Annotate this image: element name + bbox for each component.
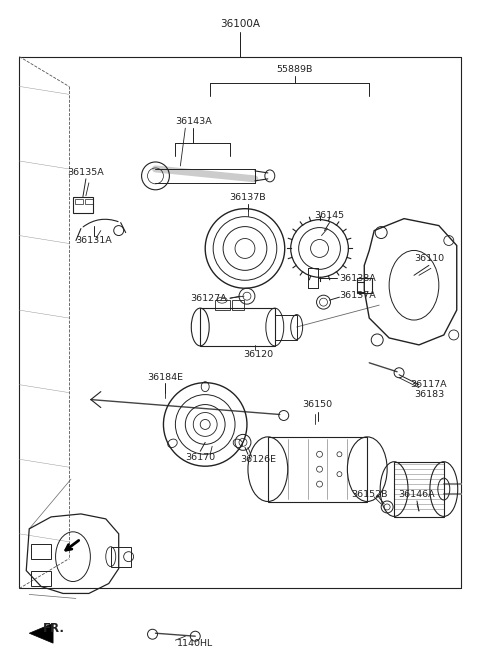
Text: 36117A: 36117A [410,380,447,389]
Text: 36131A: 36131A [75,236,112,245]
Text: 36146A: 36146A [399,489,435,499]
Text: 36126E: 36126E [240,455,276,464]
Text: 36127A: 36127A [190,294,227,302]
Text: 36170: 36170 [185,453,216,462]
Text: 36145: 36145 [314,211,345,220]
Text: 1140HL: 1140HL [177,639,214,647]
Text: FR.: FR. [43,622,65,635]
Text: 36137A: 36137A [339,291,376,300]
Text: 55889B: 55889B [276,65,313,74]
Bar [85,199,93,204]
Bar [75,199,83,204]
Polygon shape [29,623,53,643]
Text: 36150: 36150 [302,400,333,409]
Text: 36183: 36183 [414,390,444,399]
Bar [111,546,131,567]
Text: 36143A: 36143A [175,117,212,126]
Bar [394,462,444,517]
Text: 36152B: 36152B [351,489,387,499]
Bar [73,197,93,213]
Text: 36120: 36120 [243,350,273,359]
Text: 36138A: 36138A [339,274,376,283]
Text: 36100A: 36100A [220,19,260,29]
Bar [31,571,51,586]
Bar [357,278,372,293]
Bar [31,544,51,559]
Bar [268,438,367,502]
Text: 36110: 36110 [414,254,444,263]
Bar [275,315,297,340]
Bar [232,300,244,310]
Text: 36137B: 36137B [229,194,266,202]
Text: 36184E: 36184E [147,373,183,382]
Bar [200,308,275,346]
Bar [215,300,230,310]
Text: 36135A: 36135A [68,169,104,177]
